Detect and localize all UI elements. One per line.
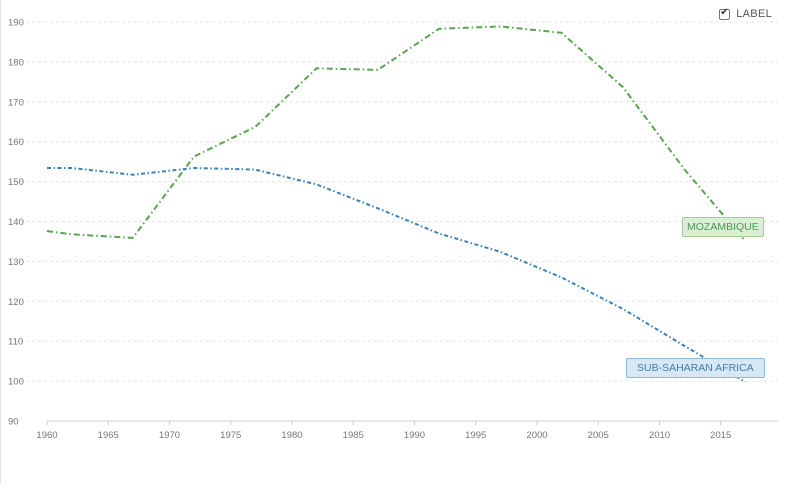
label-toggle-text: LABEL bbox=[736, 8, 772, 20]
label-checkbox[interactable] bbox=[719, 7, 731, 20]
x-tick-label: 1970 bbox=[159, 430, 180, 441]
x-tick-label: 2005 bbox=[588, 430, 609, 441]
x-tick-label: 2015 bbox=[710, 430, 731, 441]
y-tick-label: 180 bbox=[8, 57, 24, 68]
y-tick-label: 130 bbox=[8, 257, 24, 268]
y-tick-label: 150 bbox=[8, 177, 24, 188]
x-tick-label: 1980 bbox=[281, 430, 302, 441]
y-tick-label: 140 bbox=[8, 217, 24, 228]
x-tick-label: 1995 bbox=[465, 430, 486, 441]
label-toggle[interactable]: LABEL bbox=[719, 7, 772, 20]
y-tick-label: 110 bbox=[8, 337, 23, 348]
series-label-mozambique[interactable]: MOZAMBIQUE bbox=[682, 217, 764, 237]
series-label-sub-saharan-africa[interactable]: SUB-SAHARAN AFRICA bbox=[626, 358, 765, 378]
y-tick-label: 160 bbox=[8, 137, 24, 148]
series-line-mozambique bbox=[46, 25, 747, 242]
y-tick-label: 100 bbox=[8, 377, 24, 388]
series-line-sub-saharan-africa bbox=[47, 167, 746, 383]
y-tick-label: 190 bbox=[8, 18, 24, 29]
x-tick-label: 2000 bbox=[526, 430, 547, 441]
y-tick-label: 170 bbox=[8, 97, 24, 108]
x-tick-label: 1985 bbox=[343, 430, 364, 441]
chart-left-border bbox=[0, 0, 1, 484]
x-tick-label: 2010 bbox=[649, 430, 670, 441]
x-tick-label: 1960 bbox=[36, 430, 57, 441]
y-tick-label: 90 bbox=[8, 417, 19, 428]
x-tick-label: 1990 bbox=[404, 430, 425, 441]
y-tick-label: 120 bbox=[8, 297, 24, 308]
x-tick-label: 1965 bbox=[98, 430, 119, 441]
x-tick-label: 1975 bbox=[220, 430, 241, 441]
